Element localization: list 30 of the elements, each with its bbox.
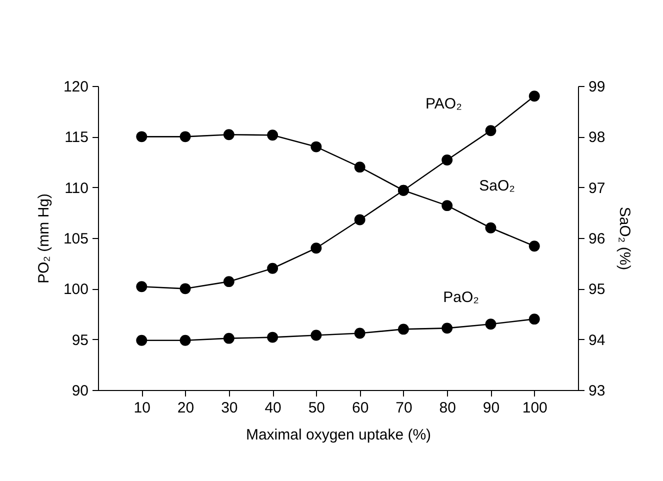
y2-axis-title: SaO₂ (%) xyxy=(616,206,634,270)
series-label: PaO₂ xyxy=(443,289,480,306)
y2-tick-label: 95 xyxy=(588,281,606,298)
x-tick-label: 40 xyxy=(264,400,282,416)
y-tick-label: 110 xyxy=(64,180,88,197)
y-tick-label: 95 xyxy=(72,332,88,349)
y2-tick-label: 98 xyxy=(588,129,606,146)
x-tick-label: 70 xyxy=(396,400,412,416)
y-tick-label: 120 xyxy=(63,78,88,96)
x-tick-label: 30 xyxy=(221,400,238,416)
y-tick-label: 90 xyxy=(72,382,88,400)
y-tick-label: 100 xyxy=(63,281,88,298)
x-tick-label: 50 xyxy=(308,400,326,416)
y-axis-title: PO₂ (mm Hg) xyxy=(35,194,52,284)
x-tick-label: 20 xyxy=(177,400,194,416)
y2-tick-label: 96 xyxy=(588,230,606,248)
y-tick-label: 115 xyxy=(64,129,88,146)
x-axis-title: Maximal oxygen uptake (%) xyxy=(246,426,432,444)
x-tick-label: 100 xyxy=(522,400,548,416)
y2-tick-label: 93 xyxy=(588,382,606,400)
y-tick-label: 105 xyxy=(63,230,88,248)
series-label: PAO₂ xyxy=(426,96,462,113)
y2-tick-label: 94 xyxy=(588,332,606,349)
x-tick-label: 60 xyxy=(352,400,369,416)
series-label: SaO₂ xyxy=(479,178,516,195)
x-tick-label: 90 xyxy=(482,400,500,416)
y2-tick-label: 99 xyxy=(588,78,606,96)
y2-tick-label: 97 xyxy=(588,180,606,197)
x-tick-label: 10 xyxy=(134,400,150,416)
x-tick-label: 80 xyxy=(439,400,456,416)
